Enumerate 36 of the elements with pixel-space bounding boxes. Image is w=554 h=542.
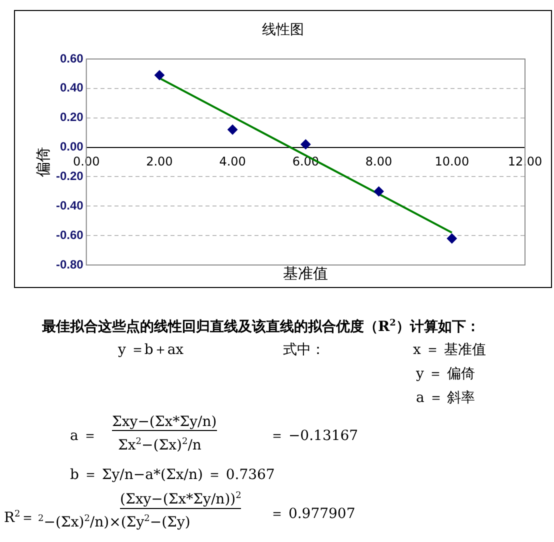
point (446, 234, 457, 244)
text: Σxy−(Σx*Σy/n) (112, 414, 217, 431)
text: ＝ −0.13167 (270, 427, 358, 445)
y-tick-label: -0.60 (56, 228, 84, 242)
text: x ＝ 基准值 (413, 341, 486, 359)
point (154, 70, 164, 80)
y-tick-label: 0.20 (60, 110, 84, 124)
y-tick-label: 0.40 (60, 80, 84, 95)
x-tick-label: 2.00 (146, 154, 173, 169)
text: $^{2}$−(Σx)$^{2}$/n)×(Σy$^{2}$−(Σy) (38, 514, 190, 531)
x-tick-label: 8.00 (365, 154, 392, 169)
point (374, 186, 384, 196)
point (228, 124, 238, 135)
point (300, 139, 311, 150)
text: y ＝ 偏倚 (416, 365, 475, 383)
text: 最佳拟合这些点的线性回归直线及该直线的拟合优度（R$^{2}$）计算如下： (42, 318, 480, 336)
y-axis-title: 偏倚 (34, 147, 52, 177)
x-tick-label: 4.00 (219, 154, 246, 169)
x-tick-label: 10.00 (434, 154, 470, 169)
text: (Σxy−(Σx*Σy/n))$^{2}$ (120, 491, 242, 509)
y-tick-label: -0.20 (56, 169, 84, 184)
text: b ＝ Σy/n−a*(Σx/n) ＝ 0.7367 (70, 466, 275, 484)
text: R$^{2}$＝ (4, 509, 34, 527)
y-tick-label: 0.00 (60, 140, 84, 154)
chart-title: 线性图 (261, 21, 305, 39)
x-tick-label: 12.00 (508, 154, 542, 169)
text: y ＝b＋ax (118, 341, 184, 359)
text: Σx$^{2}$−(Σx)$^{2}$/n (118, 437, 202, 454)
text: a ＝ (70, 427, 97, 445)
y-tick-label: -0.80 (56, 257, 84, 272)
x-axis-title: 基准值 (283, 264, 328, 282)
text: a ＝ 斜率 (416, 389, 476, 407)
text: 式中： (283, 341, 325, 359)
y-tick-label: -0.40 (56, 198, 84, 212)
text: ＝ 0.977907 (270, 505, 356, 523)
y-tick-label: 0.60 (60, 51, 84, 66)
